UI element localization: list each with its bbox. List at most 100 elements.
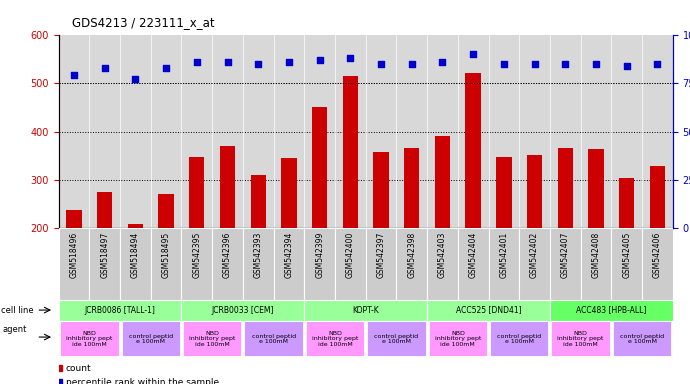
Text: GSM542393: GSM542393 bbox=[254, 232, 263, 278]
Bar bbox=[367, 321, 426, 356]
Text: KOPT-K: KOPT-K bbox=[353, 306, 379, 314]
Bar bbox=[642, 228, 673, 300]
Text: GSM542396: GSM542396 bbox=[223, 232, 232, 278]
Text: GSM542406: GSM542406 bbox=[653, 232, 662, 278]
Text: ACC483 [HPB-ALL]: ACC483 [HPB-ALL] bbox=[576, 306, 647, 314]
Bar bbox=[181, 300, 304, 321]
Text: NBD
inhibitory pept
ide 100mM: NBD inhibitory pept ide 100mM bbox=[435, 331, 481, 347]
Bar bbox=[59, 228, 90, 300]
Bar bbox=[244, 321, 303, 356]
Bar bbox=[581, 228, 611, 300]
Bar bbox=[304, 300, 427, 321]
Point bbox=[498, 61, 509, 67]
Text: cell line: cell line bbox=[1, 306, 33, 314]
Bar bbox=[550, 228, 581, 300]
Bar bbox=[550, 300, 673, 321]
Bar bbox=[343, 76, 358, 228]
Point bbox=[406, 61, 417, 67]
Text: NBD
inhibitory pept
ide 100mM: NBD inhibitory pept ide 100mM bbox=[312, 331, 358, 347]
Text: control peptid
e 100mM: control peptid e 100mM bbox=[620, 334, 664, 344]
Text: ACC525 [DND41]: ACC525 [DND41] bbox=[455, 306, 522, 314]
Bar bbox=[312, 107, 327, 228]
Text: GSM518495: GSM518495 bbox=[161, 232, 170, 278]
Text: control peptid
e 100mM: control peptid e 100mM bbox=[375, 334, 418, 344]
Bar bbox=[589, 149, 604, 228]
Point bbox=[222, 59, 233, 65]
Bar bbox=[66, 210, 81, 228]
Bar bbox=[151, 228, 181, 300]
Text: GSM542405: GSM542405 bbox=[622, 232, 631, 278]
Bar bbox=[619, 177, 634, 228]
Text: JCRB0033 [CEM]: JCRB0033 [CEM] bbox=[212, 306, 274, 314]
Point bbox=[560, 61, 571, 67]
Text: GSM518496: GSM518496 bbox=[70, 232, 79, 278]
Bar bbox=[183, 321, 242, 356]
Bar bbox=[551, 321, 610, 356]
Bar bbox=[120, 228, 151, 300]
Text: GSM542400: GSM542400 bbox=[346, 232, 355, 278]
Bar bbox=[373, 152, 388, 228]
Bar bbox=[650, 166, 665, 228]
Point bbox=[621, 63, 632, 69]
Text: GSM542397: GSM542397 bbox=[377, 232, 386, 278]
Bar bbox=[282, 158, 297, 228]
Bar bbox=[213, 228, 243, 300]
Point bbox=[591, 61, 602, 67]
Text: percentile rank within the sample: percentile rank within the sample bbox=[66, 377, 219, 384]
Text: NBD
inhibitory pept
ide 100mM: NBD inhibitory pept ide 100mM bbox=[66, 331, 112, 347]
Bar bbox=[59, 300, 181, 321]
Point bbox=[191, 59, 202, 65]
Bar bbox=[611, 228, 642, 300]
Bar bbox=[496, 157, 511, 228]
Bar bbox=[121, 321, 180, 356]
Text: GSM542401: GSM542401 bbox=[500, 232, 509, 278]
Bar bbox=[427, 228, 458, 300]
Bar bbox=[490, 321, 549, 356]
Bar bbox=[613, 321, 671, 356]
Text: GSM518497: GSM518497 bbox=[100, 232, 109, 278]
Point bbox=[437, 59, 448, 65]
Point bbox=[253, 61, 264, 67]
Bar bbox=[435, 136, 450, 228]
Bar bbox=[181, 228, 213, 300]
Bar bbox=[489, 228, 520, 300]
Bar bbox=[427, 300, 550, 321]
Bar bbox=[306, 321, 364, 356]
Point bbox=[375, 61, 386, 67]
Bar bbox=[243, 228, 273, 300]
Point bbox=[68, 72, 79, 78]
Text: GDS4213 / 223111_x_at: GDS4213 / 223111_x_at bbox=[72, 16, 215, 29]
Bar bbox=[335, 228, 366, 300]
Bar bbox=[159, 194, 174, 228]
Text: NBD
inhibitory pept
ide 100mM: NBD inhibitory pept ide 100mM bbox=[189, 331, 235, 347]
Bar bbox=[189, 157, 204, 228]
Text: GSM542407: GSM542407 bbox=[561, 232, 570, 278]
Point bbox=[529, 61, 540, 67]
Text: control peptid
e 100mM: control peptid e 100mM bbox=[252, 334, 295, 344]
Bar bbox=[404, 149, 420, 228]
Bar bbox=[304, 228, 335, 300]
Text: GSM542399: GSM542399 bbox=[315, 232, 324, 278]
Point bbox=[130, 76, 141, 82]
Bar bbox=[458, 228, 489, 300]
Text: JCRB0086 [TALL-1]: JCRB0086 [TALL-1] bbox=[85, 306, 155, 314]
Text: GSM542394: GSM542394 bbox=[284, 232, 293, 278]
Text: NBD
inhibitory pept
ide 100mM: NBD inhibitory pept ide 100mM bbox=[558, 331, 604, 347]
Bar bbox=[520, 228, 550, 300]
Text: count: count bbox=[66, 364, 91, 373]
Bar bbox=[128, 223, 143, 228]
Text: control peptid
e 100mM: control peptid e 100mM bbox=[129, 334, 172, 344]
Point bbox=[652, 61, 663, 67]
Bar bbox=[220, 146, 235, 228]
Text: GSM542403: GSM542403 bbox=[438, 232, 447, 278]
Text: GSM542404: GSM542404 bbox=[469, 232, 477, 278]
Point bbox=[284, 59, 295, 65]
Text: GSM542408: GSM542408 bbox=[591, 232, 600, 278]
Text: control peptid
e 100mM: control peptid e 100mM bbox=[497, 334, 541, 344]
Point bbox=[468, 51, 479, 57]
Point bbox=[314, 57, 325, 63]
Bar bbox=[396, 228, 427, 300]
Bar bbox=[527, 155, 542, 228]
Bar bbox=[97, 192, 112, 228]
Bar bbox=[250, 175, 266, 228]
